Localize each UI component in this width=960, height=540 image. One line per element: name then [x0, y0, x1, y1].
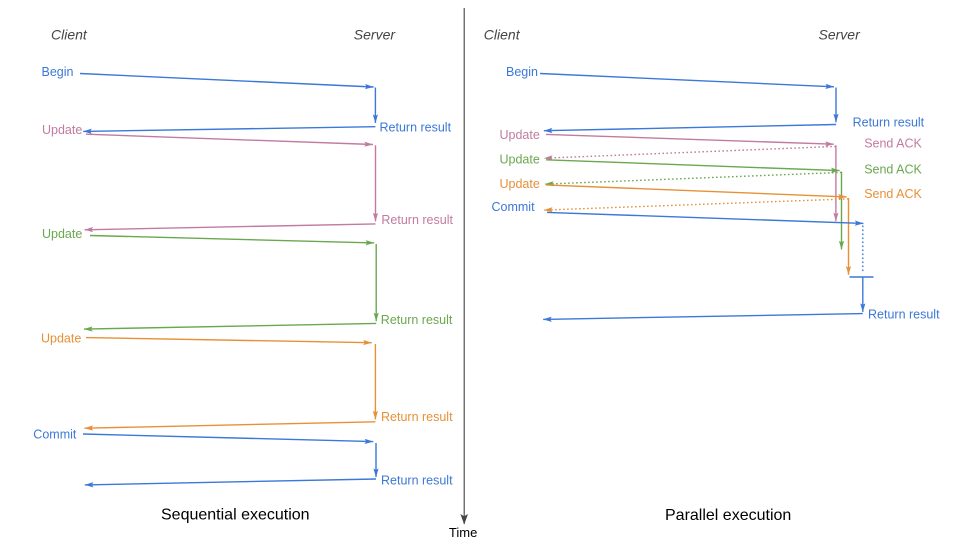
svg-text:Return result: Return result	[853, 115, 925, 129]
svg-text:Begin: Begin	[42, 65, 74, 79]
svg-text:Send ACK: Send ACK	[864, 162, 922, 176]
svg-text:Commit: Commit	[492, 200, 536, 214]
svg-text:Server: Server	[354, 27, 397, 43]
svg-text:Client: Client	[484, 27, 521, 43]
svg-text:Time: Time	[449, 525, 477, 540]
svg-text:Return result: Return result	[868, 307, 940, 321]
svg-text:Return result: Return result	[381, 474, 453, 488]
svg-text:Return result: Return result	[381, 410, 453, 424]
svg-text:Update: Update	[41, 331, 81, 345]
svg-text:Update: Update	[500, 177, 540, 191]
svg-text:Client: Client	[51, 27, 88, 43]
svg-text:Send ACK: Send ACK	[864, 187, 922, 201]
svg-text:Return result: Return result	[381, 313, 453, 327]
svg-text:Commit: Commit	[33, 428, 77, 442]
svg-text:Return result: Return result	[380, 121, 452, 135]
svg-text:Parallel execution: Parallel execution	[665, 507, 791, 524]
svg-text:Server: Server	[819, 27, 862, 43]
svg-text:Sequential execution: Sequential execution	[161, 507, 310, 524]
svg-text:Begin: Begin	[506, 65, 538, 79]
svg-text:Send ACK: Send ACK	[864, 137, 922, 151]
svg-text:Update: Update	[42, 123, 82, 137]
svg-text:Update: Update	[500, 152, 540, 166]
svg-text:Update: Update	[42, 227, 82, 241]
svg-text:Update: Update	[500, 128, 540, 142]
svg-text:Return result: Return result	[381, 213, 453, 227]
